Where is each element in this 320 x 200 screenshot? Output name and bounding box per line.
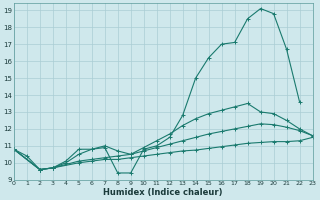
X-axis label: Humidex (Indice chaleur): Humidex (Indice chaleur) bbox=[103, 188, 223, 197]
